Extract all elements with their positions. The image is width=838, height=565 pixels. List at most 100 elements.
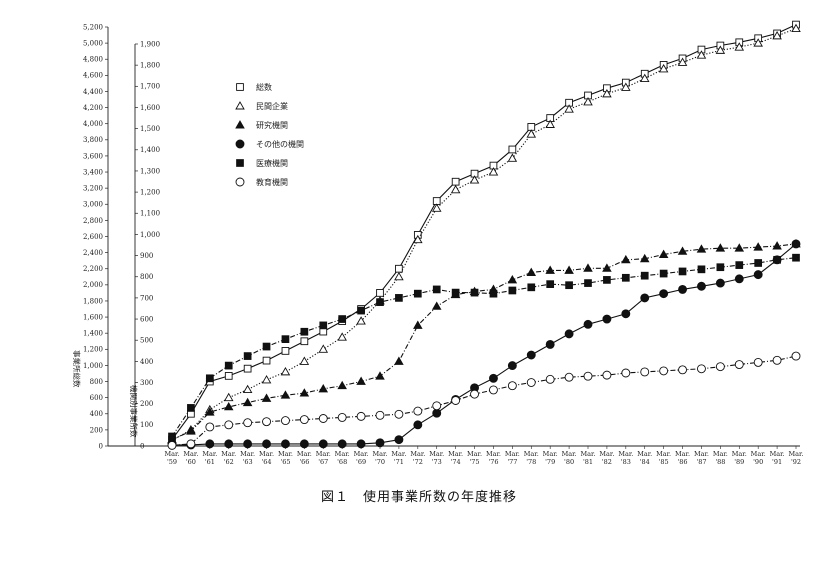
left-tick-label: 600 [90, 394, 103, 402]
x-tick-label: Mar. [713, 450, 728, 458]
data-point [224, 420, 234, 430]
data-point [697, 265, 706, 274]
data-point [235, 120, 245, 129]
x-tick-label: '70 [375, 458, 385, 466]
x-axis: Mar.'59Mar.'60Mar.'61Mar.'62Mar.'63Mar.'… [108, 445, 804, 466]
legend-label: 研究機関 [256, 120, 288, 130]
data-point [281, 416, 290, 426]
data-point [319, 321, 328, 330]
data-point [564, 265, 574, 274]
x-tick-label: '59 [167, 458, 177, 466]
data-point [450, 184, 461, 194]
data-point [603, 276, 611, 284]
x-tick-label: '86 [678, 458, 688, 466]
left-tick-label: 5,000 [83, 40, 103, 48]
data-point [205, 407, 215, 416]
x-tick-label: '77 [507, 458, 517, 466]
series [167, 351, 801, 450]
x-tick-label: '73 [432, 458, 442, 466]
x-tick-label: '72 [413, 458, 423, 466]
left-tick-label: 2,800 [83, 217, 103, 225]
data-point [299, 439, 309, 449]
right-tick-label: 100 [140, 421, 153, 429]
data-point [753, 242, 763, 251]
data-point [488, 167, 499, 176]
data-point [696, 50, 707, 59]
x-tick-label: '75 [470, 458, 480, 466]
data-point [235, 139, 245, 149]
data-point [394, 271, 404, 281]
x-tick-label: Mar. [354, 450, 369, 458]
data-point [262, 417, 271, 427]
data-point [715, 362, 725, 372]
data-point [451, 396, 461, 405]
data-point [299, 415, 309, 425]
data-point [243, 352, 252, 360]
data-point [639, 253, 650, 263]
data-point [413, 289, 422, 298]
data-point [394, 435, 404, 445]
x-tick-label: Mar. [467, 450, 482, 458]
data-point [545, 339, 555, 349]
x-tick-label: '62 [224, 458, 234, 466]
legend-label: 教育機関 [256, 177, 288, 187]
data-point [753, 357, 763, 367]
x-tick-label: Mar. [297, 450, 312, 458]
left-tick-label: 3,600 [83, 152, 103, 160]
x-tick-label: '84 [640, 458, 650, 466]
data-point [791, 239, 801, 249]
data-point [526, 129, 537, 138]
data-point [356, 411, 366, 421]
legend-item: その他の機関 [235, 139, 304, 149]
data-point [677, 57, 688, 66]
data-point [395, 264, 403, 273]
data-point [658, 63, 669, 73]
right-tick-label: 1,200 [140, 189, 160, 197]
data-point [715, 243, 726, 252]
x-tick-label: '63 [243, 458, 253, 466]
left-tick-label: 3,400 [83, 168, 103, 176]
left-tick-label: 1,200 [83, 346, 103, 354]
data-point [432, 285, 441, 294]
legend-item: 民間企業 [235, 101, 288, 111]
data-point [242, 384, 253, 394]
left-tick-label: 2,600 [83, 233, 103, 241]
data-point [318, 383, 329, 393]
data-point [300, 327, 309, 336]
right-tick-label: 700 [140, 294, 153, 302]
legend-label: 総数 [256, 82, 272, 92]
x-tick-label: '79 [545, 458, 555, 466]
x-tick-label: Mar. [278, 450, 293, 458]
left-tick-label: 2,200 [83, 265, 103, 273]
data-point [639, 73, 650, 83]
right-tick-label: 1,500 [140, 125, 160, 133]
x-tick-label: Mar. [429, 450, 444, 458]
data-point [300, 337, 309, 346]
data-point [715, 45, 726, 54]
data-point [395, 294, 403, 302]
data-point [281, 335, 290, 344]
data-point [602, 314, 612, 324]
right-tick-label: 1,800 [140, 62, 160, 70]
left-tick-label: 3,000 [83, 201, 103, 209]
data-point [280, 366, 291, 376]
left-tick-label: 4,400 [83, 88, 103, 96]
data-point [186, 439, 196, 449]
data-point [753, 270, 763, 280]
data-point [545, 119, 555, 128]
legend-label: その他の機関 [256, 139, 304, 149]
series-line [171, 28, 797, 441]
data-point [621, 82, 631, 91]
data-point [546, 280, 555, 288]
data-point [376, 289, 384, 297]
right-tick-label: 1,400 [140, 146, 160, 154]
data-point [754, 259, 763, 267]
data-point [489, 289, 498, 298]
data-point [205, 374, 214, 383]
data-point [640, 293, 650, 303]
right-tick-label: 1,100 [140, 210, 160, 218]
left-tick-label: 1,000 [83, 362, 103, 370]
data-point [772, 241, 782, 250]
data-point [280, 390, 291, 399]
data-point [677, 246, 688, 255]
